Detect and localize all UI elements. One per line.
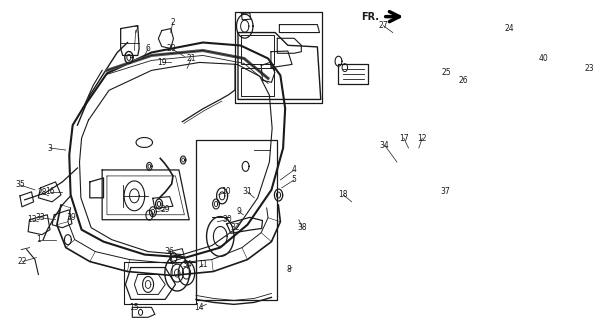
Text: 29: 29 xyxy=(160,205,170,214)
Text: 34: 34 xyxy=(379,140,389,149)
Text: 30: 30 xyxy=(222,215,232,224)
Text: 19: 19 xyxy=(157,58,166,67)
Text: 34: 34 xyxy=(182,260,192,269)
Text: 40: 40 xyxy=(539,54,548,63)
Text: 27: 27 xyxy=(378,21,388,30)
Text: 3: 3 xyxy=(47,144,52,153)
Text: 17: 17 xyxy=(399,133,408,143)
Text: 33: 33 xyxy=(36,213,46,222)
Text: 28: 28 xyxy=(37,188,47,197)
Text: 37: 37 xyxy=(440,188,450,196)
Text: 2: 2 xyxy=(171,18,175,27)
Text: 23: 23 xyxy=(584,64,594,73)
Text: 21: 21 xyxy=(187,54,196,63)
Text: 25: 25 xyxy=(442,68,451,77)
Text: 1: 1 xyxy=(36,235,41,244)
Text: 10: 10 xyxy=(221,188,230,196)
Text: 16: 16 xyxy=(45,188,55,196)
Text: 20: 20 xyxy=(166,44,176,53)
Text: 35: 35 xyxy=(15,180,25,189)
Text: 12: 12 xyxy=(418,133,427,143)
Text: 18: 18 xyxy=(339,190,348,199)
Text: FR.: FR. xyxy=(361,12,379,22)
Text: 15: 15 xyxy=(129,303,139,312)
Text: 8: 8 xyxy=(286,265,291,274)
Text: 36: 36 xyxy=(164,247,174,256)
Text: 39: 39 xyxy=(67,213,76,222)
Text: 26: 26 xyxy=(458,76,468,85)
Text: 13: 13 xyxy=(28,215,37,224)
Text: 24: 24 xyxy=(505,24,514,33)
Text: 7: 7 xyxy=(133,26,138,35)
Text: 4: 4 xyxy=(291,165,296,174)
Text: 22: 22 xyxy=(18,257,27,266)
Text: 11: 11 xyxy=(198,260,208,269)
Text: 14: 14 xyxy=(195,303,205,312)
Text: 38: 38 xyxy=(298,223,307,232)
Text: 5: 5 xyxy=(291,175,296,184)
Text: 9: 9 xyxy=(237,207,241,216)
Text: 31: 31 xyxy=(243,188,253,196)
Text: 32: 32 xyxy=(230,223,240,232)
Text: 6: 6 xyxy=(145,44,150,53)
